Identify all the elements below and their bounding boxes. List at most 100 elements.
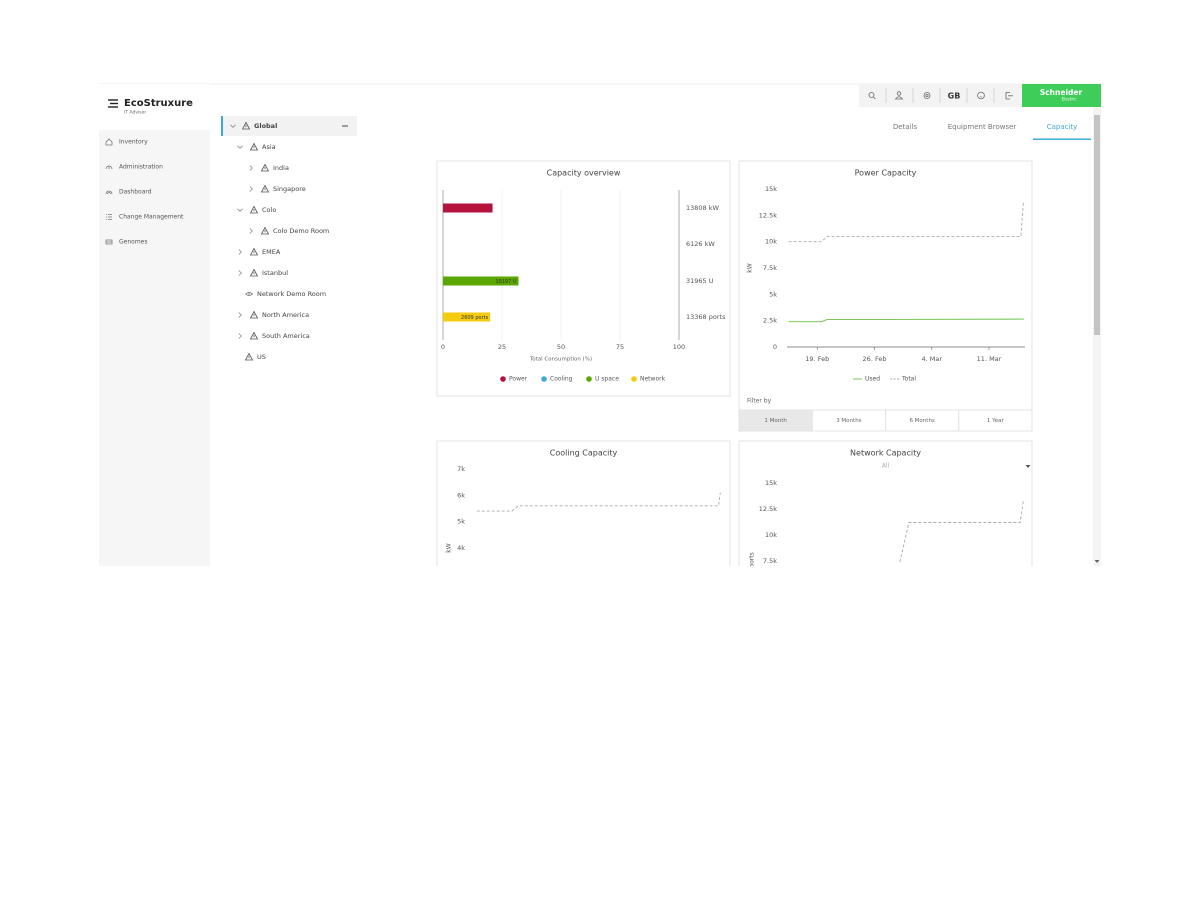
legend-label[interactable]: Network <box>640 376 666 383</box>
tree-chevron[interactable] <box>237 145 243 149</box>
user-icon[interactable] <box>894 91 904 100</box>
toolbar-separators <box>885 88 995 103</box>
search-icon[interactable] <box>868 92 876 100</box>
x-tick-label: 11. Mar <box>977 355 1002 363</box>
y-tick-label: 7.5k <box>763 557 777 565</box>
tree-icon <box>249 205 259 214</box>
filter-option[interactable]: 6 Months <box>909 418 934 424</box>
tree-chevron[interactable] <box>238 312 242 318</box>
x-tick-label: 19. Feb <box>805 355 829 363</box>
filter-button[interactable] <box>958 409 1033 432</box>
tree-item[interactable]: South America <box>262 332 310 340</box>
logo-subtext: IT Advisor <box>124 110 146 116</box>
series-line <box>899 500 1024 563</box>
filter-option[interactable]: 3 Months <box>836 418 861 424</box>
y-tick-label: 5k <box>769 290 777 298</box>
bar <box>443 203 493 213</box>
tree-icon <box>260 226 270 235</box>
language-selector[interactable]: GB <box>948 92 961 101</box>
filter-option[interactable]: 1 Year <box>987 418 1005 424</box>
tree-chevron[interactable] <box>238 249 242 255</box>
logout-icon[interactable] <box>1005 92 1013 100</box>
tree-item[interactable]: EMEA <box>262 248 281 256</box>
legend-label[interactable]: Power <box>509 376 528 383</box>
tree-chevron[interactable] <box>238 333 242 339</box>
tree-item[interactable]: India <box>273 164 289 172</box>
scrollbar-thumb[interactable] <box>1094 115 1100 335</box>
tree-chevron[interactable] <box>249 228 253 234</box>
legend-swatch[interactable] <box>631 376 637 382</box>
scrollbar-track <box>1093 107 1101 566</box>
tree-chevron[interactable] <box>238 270 242 276</box>
y-tick-label: 7k <box>457 465 465 473</box>
bar-label: 2609 ports <box>461 315 489 321</box>
tab[interactable]: Details <box>893 123 918 131</box>
legend-swatch[interactable] <box>586 376 592 382</box>
logo-icon <box>108 99 118 108</box>
y-tick-label: 0 <box>773 343 777 351</box>
tree-chevron[interactable] <box>249 165 253 171</box>
tree-chevron[interactable] <box>249 186 253 192</box>
y-tick-label: 6k <box>457 491 465 499</box>
tree-selected-marker <box>221 116 223 136</box>
tree-chevron[interactable] <box>237 208 243 212</box>
tree-item[interactable]: North America <box>262 311 309 319</box>
total-label: 31965 U <box>686 277 714 285</box>
tree-chevron[interactable] <box>230 124 236 128</box>
tree-item[interactable]: Singapore <box>273 185 306 193</box>
chart-title: Power Capacity <box>855 169 917 178</box>
tree-item[interactable]: Colo Demo Room <box>273 227 329 235</box>
y-tick-label: 12.5k <box>759 505 777 513</box>
tree-item[interactable]: Colo <box>262 206 276 214</box>
logo-text: EcoStruxure <box>124 98 193 109</box>
tree-item[interactable]: Istanbul <box>262 269 288 277</box>
x-tick-label: 75 <box>616 343 624 351</box>
legend-label[interactable]: Used <box>865 376 880 383</box>
y-tick-label: 12.5k <box>759 211 777 219</box>
chart-title: Network Capacity <box>850 449 921 458</box>
x-tick-label: 26. Feb <box>863 355 887 363</box>
card <box>738 160 1033 432</box>
tree-icon <box>249 247 259 256</box>
nav-icon <box>105 190 113 195</box>
dropdown-caret[interactable] <box>1025 465 1031 468</box>
tree-item[interactable]: US <box>257 353 266 361</box>
y-axis-label: ports <box>749 552 756 566</box>
legend-label[interactable]: Total <box>901 376 916 383</box>
brand-name: Schneider <box>1040 88 1083 97</box>
chart-title: Cooling Capacity <box>550 449 618 458</box>
nav-item[interactable]: Administration <box>119 164 163 171</box>
y-tick-label: 5k <box>457 518 465 526</box>
tab[interactable]: Capacity <box>1047 123 1078 131</box>
tree-item[interactable]: Network Demo Room <box>257 290 326 298</box>
series-line <box>788 318 1025 323</box>
help-icon[interactable] <box>977 91 985 100</box>
legend-swatch[interactable] <box>500 376 506 382</box>
tree-item[interactable]: Global <box>254 122 277 130</box>
nav-item[interactable]: Inventory <box>119 139 148 146</box>
tree-icon <box>244 352 254 361</box>
legend-label[interactable]: Cooling <box>550 376 573 383</box>
legend-label[interactable]: U space <box>595 376 619 383</box>
scroll-down[interactable] <box>1094 560 1100 563</box>
x-axis-label: Total Consumption (%) <box>529 357 592 363</box>
tree-item[interactable]: Asia <box>262 143 276 151</box>
filter-option[interactable]: 1 Month <box>764 418 787 424</box>
legend-swatch[interactable] <box>541 376 547 382</box>
x-tick-label: 25 <box>498 343 506 351</box>
y-tick-label: 15k <box>765 185 777 193</box>
nav-item[interactable]: Change Management <box>119 214 184 221</box>
tree-icon <box>249 310 259 319</box>
total-label: 6126 kW <box>686 240 715 248</box>
brand-box <box>1022 84 1101 107</box>
nav-item[interactable]: Genomes <box>119 239 147 246</box>
y-tick-label: 10k <box>765 238 777 246</box>
nav-item[interactable]: Dashboard <box>119 189 152 196</box>
card <box>738 440 1033 582</box>
x-tick-label: 4. Mar <box>921 355 942 363</box>
tree-icon <box>245 292 254 296</box>
chart-subtitle[interactable]: All <box>882 463 890 470</box>
settings-icon[interactable] <box>923 92 931 99</box>
y-tick-label: 4k <box>457 544 465 552</box>
tab[interactable]: Equipment Browser <box>948 123 1017 131</box>
